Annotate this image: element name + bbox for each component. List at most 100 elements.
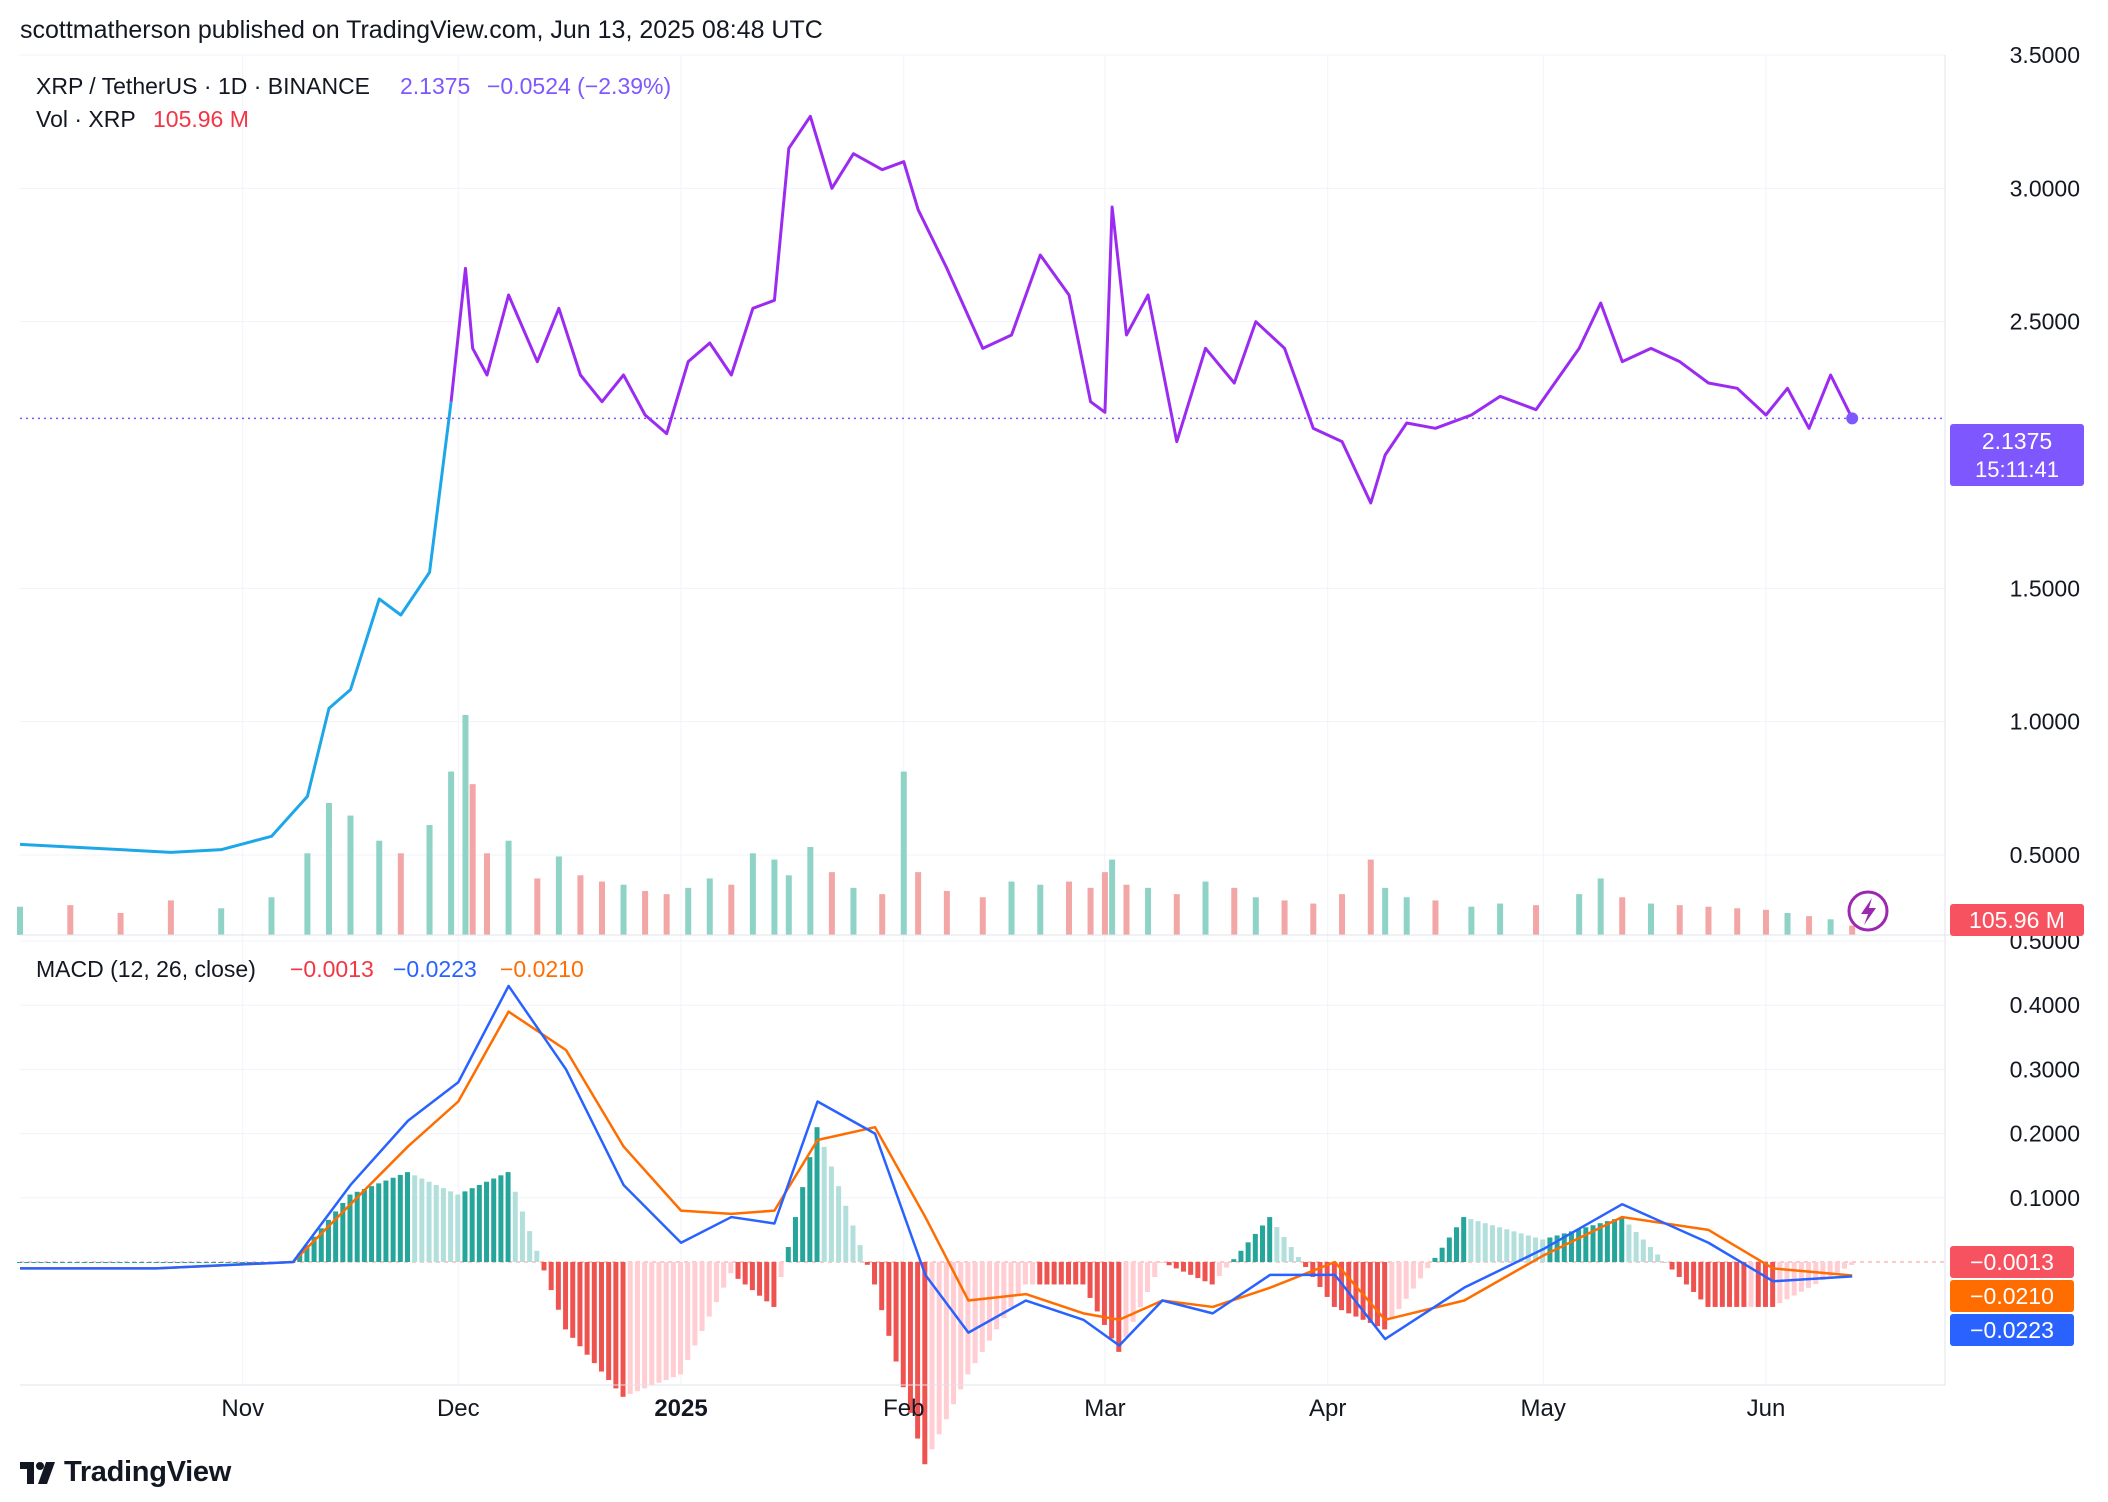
volume-bar (17, 906, 23, 935)
macd-histogram-bar (771, 1262, 777, 1307)
axes: 3.50003.00002.50001.50001.00000.50000.50… (20, 42, 2080, 1422)
macd-histogram-bar (246, 1262, 252, 1263)
price-line-segment-late (449, 114, 1854, 505)
macd-histogram-bar (1734, 1262, 1740, 1307)
macd-signal-badge: −0.0210 (1950, 1280, 2074, 1312)
macd-histogram-bar (1576, 1229, 1582, 1262)
volume-bar (807, 847, 814, 935)
macd-histogram-bar (96, 1262, 102, 1263)
macd-histogram-bar (1295, 1257, 1301, 1262)
volume-bar (1647, 903, 1654, 935)
macd-histogram-bar (1698, 1262, 1704, 1300)
macd-histogram-bar (1676, 1262, 1682, 1277)
macd-histogram-bar (907, 1262, 913, 1413)
macd-histogram-bar (836, 1186, 842, 1262)
macd-histogram-bar (1166, 1262, 1172, 1266)
macd-line (20, 984, 1853, 1347)
macd-histogram-bar (606, 1262, 612, 1380)
volume-bar (728, 884, 735, 935)
macd-histogram-bar (1252, 1233, 1258, 1262)
volume-bar (484, 853, 491, 935)
macd-histogram-bar (67, 1262, 73, 1263)
macd-histogram-bar (74, 1262, 80, 1263)
macd-histogram-bar (1382, 1262, 1388, 1330)
price-axis-tick: 3.5000 (2010, 42, 2080, 68)
volume-bar (1281, 900, 1288, 935)
macd-histogram-bar (1245, 1242, 1251, 1262)
macd-histogram-bar (757, 1262, 763, 1296)
macd-histogram-bar (146, 1262, 152, 1263)
macd-histogram-bar (239, 1262, 245, 1263)
macd-histogram-bar (1281, 1237, 1287, 1262)
symbol-legend: XRP / TetherUS · 1D · BINANCE (36, 73, 370, 99)
macd-histogram-bar (369, 1186, 375, 1262)
macd-histogram-bar (1691, 1262, 1697, 1292)
macd-histogram-bar (1267, 1217, 1273, 1262)
macd-histogram-bar (699, 1262, 705, 1332)
macd-histogram-bar (1331, 1262, 1337, 1307)
price-line-segment-early (19, 401, 453, 854)
macd-histogram-bar (1173, 1262, 1179, 1269)
macd-histogram-bar (512, 1191, 518, 1262)
volume-badge: 105.96 M (1950, 904, 2084, 936)
macd-axis-tick: 0.4000 (2010, 992, 2080, 1018)
macd-histogram-bar (541, 1262, 547, 1271)
macd-histogram-bar (1604, 1221, 1610, 1262)
macd-histogram-bar (1712, 1262, 1718, 1307)
macd-histogram-bar (792, 1217, 798, 1262)
macd-histogram-bar (1504, 1229, 1510, 1262)
macd-histogram-bar (1439, 1247, 1445, 1262)
macd-histogram-bar (24, 1262, 30, 1263)
macd-signal-badge-value: −0.0210 (1970, 1283, 2054, 1309)
macd-histogram-bar (1755, 1262, 1761, 1307)
macd-histogram-bar (60, 1262, 66, 1263)
volume-bar (1173, 894, 1180, 935)
volume-bar (1367, 859, 1374, 935)
time-axis-tick: Feb (883, 1395, 924, 1422)
macd-histogram-bar (778, 1262, 784, 1277)
macd-histogram-bar (175, 1262, 181, 1263)
macd-histogram-bar (103, 1262, 109, 1263)
volume-bar (167, 900, 174, 935)
macd-histogram-bar (469, 1188, 475, 1262)
volume-bar (1310, 903, 1317, 935)
volume-bar (325, 803, 332, 935)
macd-histogram-bar (814, 1127, 820, 1262)
macd-histogram-bar (1288, 1247, 1294, 1262)
volume-bar (534, 878, 541, 935)
time-axis-tick: Dec (437, 1395, 480, 1422)
macd-histogram-bar (433, 1184, 439, 1262)
macd-histogram-bar (1647, 1247, 1653, 1262)
legend-change: −0.0524 (−2.39%) (487, 73, 671, 99)
macd-histogram-bar (1461, 1217, 1467, 1262)
macd-histogram-bar (972, 1262, 978, 1364)
macd-histogram-bar (1798, 1262, 1804, 1292)
tradingview-logo[interactable]: TradingView (20, 1456, 231, 1489)
volume-bar (397, 853, 404, 935)
macd-histogram-bar (139, 1262, 145, 1263)
macd-histogram-bar (1030, 1262, 1036, 1285)
macd-line-badge-value: −0.0223 (1970, 1317, 2054, 1343)
macd-histogram-bar (210, 1262, 216, 1263)
macd-histogram-bar (800, 1187, 806, 1262)
volume-bar (426, 825, 433, 935)
macd-histogram-bar (1109, 1262, 1115, 1339)
macd-histogram-bar (1274, 1227, 1280, 1262)
volume-bar (1806, 916, 1813, 935)
lightning-icon[interactable] (1847, 890, 1889, 932)
macd-histogram-bar (1037, 1262, 1043, 1285)
macd-histogram-bar (843, 1205, 849, 1262)
macd-histogram-bar (110, 1262, 116, 1263)
macd-histogram-bar (1137, 1262, 1143, 1307)
macd-histogram-bar (1066, 1262, 1072, 1285)
macd-histogram-bar (1374, 1262, 1380, 1327)
macd-histogram-bar (864, 1262, 870, 1265)
macd-histogram-bar (728, 1262, 734, 1274)
volume-bar (1576, 894, 1583, 935)
macd-histogram-bar (620, 1262, 626, 1397)
macd-histogram-bar (1468, 1219, 1474, 1262)
macd-histogram-bar (1238, 1250, 1244, 1262)
macd-histogram-bar (304, 1245, 310, 1262)
macd-histogram-bar (965, 1262, 971, 1375)
